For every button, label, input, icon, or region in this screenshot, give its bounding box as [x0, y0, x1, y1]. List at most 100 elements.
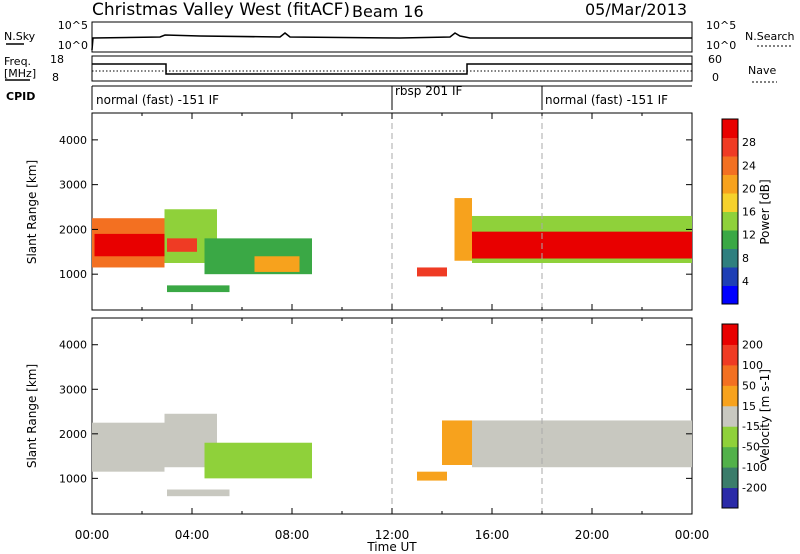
velocity-colorbar-swatch [722, 385, 738, 407]
nave-label: Nave [748, 64, 776, 77]
velocity-region-0 [92, 422, 165, 472]
velocity-colorbar-tick-label: -200 [742, 482, 767, 495]
velocity-colorbar-tick-label: 50 [742, 379, 756, 392]
power-panel: 1000 2000 3000 4000 Slant Range [km] [25, 112, 693, 311]
power-colorbar-frame [721, 118, 739, 305]
power-colorbar-swatch [722, 119, 738, 138]
power-region-1 [94, 233, 165, 257]
power-colorbar-swatch [722, 230, 738, 249]
power-region-3 [167, 238, 197, 252]
freq-right-tick-top: 60 [708, 53, 722, 66]
velocity-colorbar-swatch [722, 405, 738, 427]
x-tick-label: 00:00 [675, 528, 710, 542]
power-region-6 [167, 285, 230, 293]
power-colorbar-swatch [722, 174, 738, 194]
velocity-colorbar-swatch [722, 324, 738, 345]
nsky-left-tick-top: 10^5 [58, 19, 88, 32]
nsky-left-tick-bottom: 10^0 [58, 39, 88, 52]
velocity-colorbar-tick-label: -50 [742, 441, 760, 454]
power-ytick-label: 3000 [59, 179, 87, 192]
power-colorbar-swatch [722, 285, 738, 305]
power-colorbar-swatch [722, 137, 738, 157]
velocity-colorbar: 200 100 50 15 -15 -50 -100 -200 [721, 323, 767, 509]
velocity-colorbar-swatch [722, 487, 738, 509]
nsearch-label: N.Search [745, 30, 795, 43]
velocity-region-5 [442, 420, 472, 465]
power-colorbar-tick-label: 20 [742, 182, 756, 195]
power-colorbar-tick-label: 8 [742, 252, 749, 265]
freq-left-tick-bottom: 8 [52, 71, 59, 84]
x-axis-label: Time UT [366, 540, 417, 554]
freq-frame [91, 55, 693, 82]
cpid-strip: CPID normal (fast) -151 IF rbsp 201 IF n… [6, 84, 692, 110]
station-title: Christmas Valley West (fitACF) [92, 0, 350, 20]
velocity-region-6 [472, 420, 692, 468]
x-tick-label: 04:00 [175, 528, 210, 542]
x-tick-label: 20:00 [575, 528, 610, 542]
x-tick-labels: 00:00 04:00 08:00 12:00 16:00 20:00 00:00 [75, 528, 710, 542]
power-colorbar-swatch [722, 248, 738, 268]
freq-left-tick-top: 18 [50, 53, 64, 66]
x-tick-label: 08:00 [275, 528, 310, 542]
power-region-8 [454, 198, 472, 261]
velocity-colorbar-tick-label: -100 [742, 461, 767, 474]
nsky-right-tick-top: 10^5 [706, 19, 736, 32]
velocity-colorbar-tick-label: 100 [742, 359, 763, 372]
nsky-right-tick-bottom: 10^0 [706, 39, 736, 52]
velocity-ytick-label: 4000 [59, 339, 87, 352]
velocity-colorbar-tick-label: 15 [742, 400, 756, 413]
power-region-7 [417, 267, 447, 277]
velocity-colorbar-label: Velocity [m s-1] [758, 369, 772, 463]
cpid-segment-1: normal (fast) -151 IF [96, 93, 219, 107]
x-tick-label: 12:00 [375, 528, 410, 542]
freq-strip: Freq. [MHz] 18 8 60 0 Nave [4, 53, 777, 84]
freq-label-2: [MHz] [4, 67, 36, 80]
velocity-colorbar-tick-label: -15 [742, 420, 760, 433]
velocity-region-2 [204, 442, 312, 479]
velocity-axes: 1000 2000 3000 4000 [59, 318, 693, 514]
date-title: 05/Mar/2013 [585, 0, 687, 19]
power-region-5 [254, 256, 300, 272]
velocity-ylabel: Slant Range [km] [25, 364, 39, 468]
power-ytick-label: 4000 [59, 134, 87, 147]
power-ylabel: Slant Range [km] [25, 160, 39, 264]
cpid-segment-3: normal (fast) -151 IF [545, 93, 668, 107]
velocity-panel: 1000 2000 3000 4000 Slant Range [km] [25, 317, 693, 515]
x-tick-label: 16:00 [475, 528, 510, 542]
freq-right-tick-bottom: 0 [712, 71, 719, 84]
velocity-colorbar-swatch [722, 344, 738, 366]
power-colorbar-label: Power [dB] [758, 179, 772, 244]
power-colorbar-tick-label: 12 [742, 229, 756, 242]
velocity-ytick-label: 2000 [59, 428, 87, 441]
x-tick-label: 00:00 [75, 528, 110, 542]
power-colorbar-swatch [722, 211, 738, 231]
cpid-label: CPID [6, 90, 35, 103]
velocity-colorbar-swatch [722, 446, 738, 468]
cpid-segment-2: rbsp 201 IF [395, 84, 462, 98]
power-ytick-label: 2000 [59, 223, 87, 236]
power-colorbar-tick-label: 28 [742, 136, 756, 149]
velocity-colorbar-frame [721, 323, 739, 509]
velocity-region-4 [417, 471, 447, 481]
nsky-frame [91, 21, 693, 53]
velocity-colorbar-swatch [722, 426, 738, 448]
power-colorbar-swatch [722, 193, 738, 212]
power-colorbar-swatch [722, 267, 738, 286]
power-colorbar-tick-label: 4 [742, 275, 749, 288]
power-cells [92, 198, 692, 293]
power-colorbar: 4 8 12 16 20 24 28 [721, 118, 756, 305]
power-ytick-label: 1000 [59, 268, 87, 281]
power-colorbar-swatch [722, 156, 738, 175]
velocity-colorbar-swatch [722, 467, 738, 489]
beam-title: Beam 16 [352, 2, 424, 21]
power-colorbar-tick-label: 16 [742, 206, 756, 219]
freq-label-1: Freq. [4, 55, 31, 68]
nsky-label: N.Sky [4, 30, 36, 43]
velocity-cells [92, 413, 692, 497]
nsky-trace [91, 32, 692, 51]
nsky-strip: N.Sky 10^5 10^0 10^5 10^0 N.Search [4, 19, 795, 53]
velocity-colorbar-tick-label: 200 [742, 338, 763, 351]
velocity-colorbar-swatch [722, 364, 738, 386]
power-axes: 1000 2000 3000 4000 [59, 113, 693, 310]
